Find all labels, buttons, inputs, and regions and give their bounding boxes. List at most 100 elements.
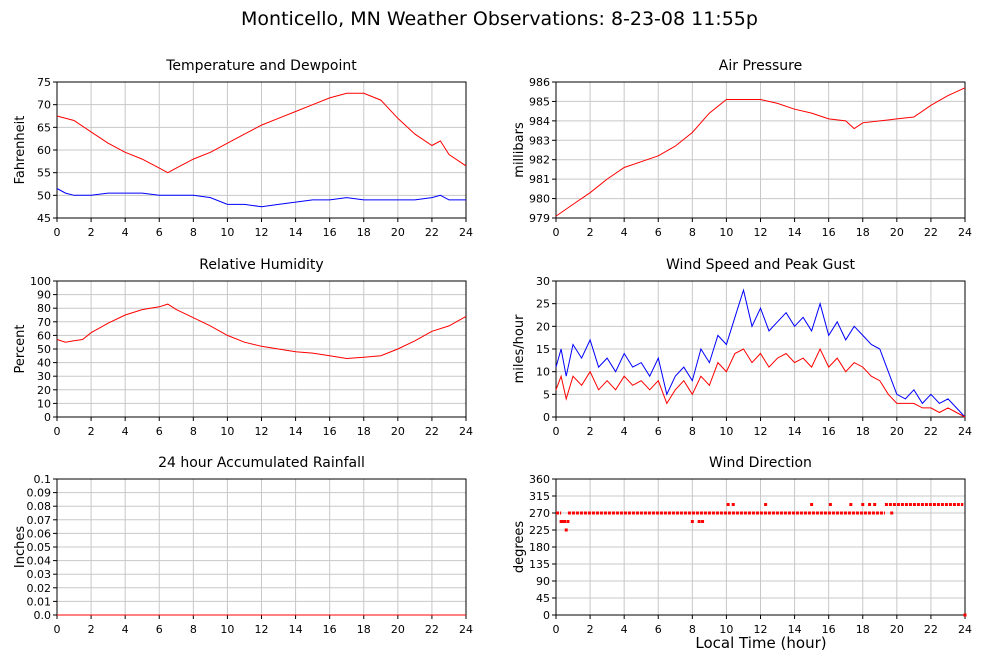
direction-point — [559, 520, 563, 523]
x-tick-label: 8 — [190, 226, 197, 239]
x-tick-label: 12 — [754, 425, 768, 438]
y-tick-label: 270 — [529, 507, 550, 520]
series-line-0 — [555, 87, 966, 217]
y-tick-label: 25 — [536, 298, 550, 311]
chart-title: Wind Speed and Peak Gust — [666, 257, 855, 273]
y-tick-label: 5 — [543, 388, 550, 401]
x-tick-label: 24 — [958, 425, 972, 438]
x-tick-label: 0 — [54, 425, 61, 438]
chart-title: 24 hour Accumulated Rainfall — [158, 455, 365, 471]
chart-title: Temperature and Dewpoint — [165, 58, 357, 74]
y-tick-label: 0 — [44, 411, 51, 424]
y-tick-label: 981 — [529, 173, 550, 186]
x-tick-label: 2 — [587, 425, 594, 438]
x-tick-label: 12 — [754, 623, 768, 636]
y-tick-label: 0.01 — [27, 595, 52, 608]
y-tick-label: 0.0 — [34, 609, 52, 622]
y-tick-label: 0.02 — [27, 582, 52, 595]
y-tick-label: 40 — [37, 357, 51, 370]
y-tick-label: 90 — [536, 575, 550, 588]
y-tick-label: 75 — [37, 76, 51, 89]
direction-point — [566, 520, 570, 523]
y-tick-label: 55 — [37, 167, 51, 180]
direction-point — [563, 520, 567, 523]
direction-point — [873, 503, 877, 506]
y-tick-label: 0.04 — [27, 555, 52, 568]
y-tick-label: 80 — [37, 302, 51, 315]
series-line-0 — [56, 92, 467, 174]
y-tick-label: 10 — [37, 397, 51, 410]
x-axis-label: Local Time (hour) — [695, 634, 827, 652]
y-tick-label: 15 — [536, 343, 550, 356]
y-tick-label: 50 — [37, 189, 51, 202]
x-tick-label: 22 — [425, 425, 439, 438]
y-tick-label: 20 — [536, 320, 550, 333]
x-tick-label: 0 — [553, 623, 560, 636]
x-tick-label: 10 — [719, 623, 733, 636]
x-tick-label: 12 — [754, 226, 768, 239]
x-tick-label: 10 — [220, 226, 234, 239]
x-tick-label: 16 — [323, 226, 337, 239]
y-tick-label: 360 — [529, 473, 550, 486]
y-tick-label: 315 — [529, 490, 550, 503]
x-tick-label: 8 — [689, 226, 696, 239]
direction-point — [697, 520, 701, 523]
x-tick-label: 22 — [425, 226, 439, 239]
x-tick-label: 12 — [255, 623, 269, 636]
direction-point — [861, 503, 865, 506]
y-tick-label: 0 — [543, 609, 550, 622]
x-tick-label: 20 — [391, 425, 405, 438]
y-tick-label: 180 — [529, 541, 550, 554]
x-tick-label: 0 — [553, 425, 560, 438]
x-tick-label: 18 — [357, 226, 371, 239]
x-tick-label: 20 — [890, 425, 904, 438]
x-tick-label: 6 — [655, 425, 662, 438]
series-line-1 — [56, 188, 466, 208]
x-tick-label: 12 — [255, 226, 269, 239]
x-tick-label: 20 — [391, 623, 405, 636]
y-tick-label: 0.09 — [27, 487, 52, 500]
y-axis-label: Inches — [13, 526, 28, 568]
y-tick-label: 0.1 — [34, 473, 52, 486]
direction-point — [764, 503, 768, 506]
y-tick-label: 70 — [37, 99, 51, 112]
y-axis-label: Percent — [13, 325, 28, 374]
y-tick-label: 90 — [37, 289, 51, 302]
x-tick-label: 20 — [890, 226, 904, 239]
x-tick-label: 0 — [54, 623, 61, 636]
x-tick-label: 22 — [924, 226, 938, 239]
y-tick-label: 30 — [536, 275, 550, 288]
x-tick-label: 16 — [822, 226, 836, 239]
x-tick-label: 2 — [587, 623, 594, 636]
y-tick-label: 982 — [529, 154, 550, 167]
y-tick-label: 10 — [536, 366, 550, 379]
direction-point — [690, 520, 694, 523]
x-tick-label: 18 — [357, 623, 371, 636]
direction-point — [561, 520, 565, 523]
x-tick-label: 10 — [220, 623, 234, 636]
y-tick-label: 50 — [37, 343, 51, 356]
x-tick-label: 10 — [719, 425, 733, 438]
x-tick-label: 2 — [587, 226, 594, 239]
x-tick-label: 16 — [822, 425, 836, 438]
x-tick-label: 22 — [924, 623, 938, 636]
x-tick-label: 14 — [788, 425, 802, 438]
x-tick-label: 2 — [88, 623, 95, 636]
chart-title: Relative Humidity — [199, 257, 323, 273]
y-tick-label: 0.03 — [27, 568, 52, 581]
y-tick-label: 985 — [529, 95, 550, 108]
direction-point — [849, 503, 853, 506]
y-tick-label: 45 — [37, 212, 51, 225]
x-tick-label: 14 — [289, 226, 303, 239]
chart-title: Wind Direction — [709, 455, 812, 471]
direction-point — [810, 503, 814, 506]
x-tick-label: 22 — [425, 623, 439, 636]
y-tick-label: 0 — [543, 411, 550, 424]
x-tick-label: 20 — [890, 623, 904, 636]
direction-point — [868, 503, 872, 506]
direction-point — [701, 520, 705, 523]
x-tick-label: 8 — [190, 425, 197, 438]
